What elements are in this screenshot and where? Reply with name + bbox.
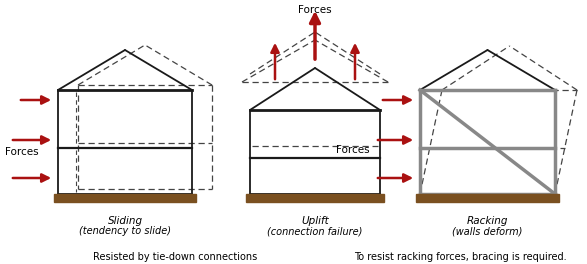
- Text: Resisted by tie-down connections: Resisted by tie-down connections: [93, 252, 257, 262]
- Text: (tendency to slide): (tendency to slide): [79, 226, 171, 236]
- Bar: [416, 194, 559, 202]
- Text: Uplift: Uplift: [301, 216, 329, 226]
- Text: Forces: Forces: [298, 5, 332, 15]
- Text: (connection failure): (connection failure): [267, 226, 363, 236]
- Text: (walls deform): (walls deform): [453, 226, 522, 236]
- Bar: [54, 194, 196, 202]
- Text: Racking: Racking: [467, 216, 508, 226]
- Text: Forces: Forces: [5, 147, 39, 157]
- Bar: [246, 194, 384, 202]
- Text: To resist racking forces, bracing is required.: To resist racking forces, bracing is req…: [354, 252, 566, 262]
- Text: Forces: Forces: [336, 145, 370, 155]
- Text: Sliding: Sliding: [107, 216, 143, 226]
